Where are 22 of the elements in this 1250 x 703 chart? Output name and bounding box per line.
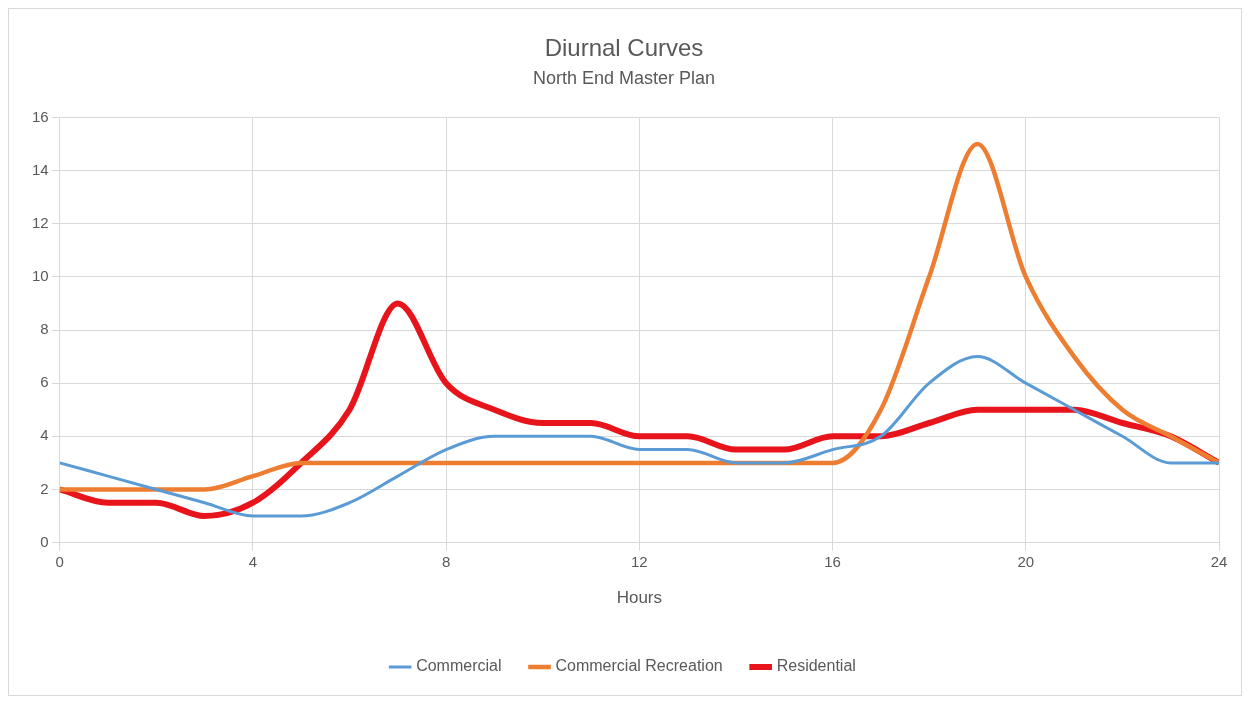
y-tick-label: 14 bbox=[32, 160, 49, 178]
y-tick-label: 12 bbox=[32, 213, 49, 231]
x-tick-label: 20 bbox=[1017, 552, 1035, 570]
x-tick-label: 24 bbox=[1210, 552, 1228, 570]
legend-label: Residential bbox=[776, 657, 856, 675]
x-tick-label: 4 bbox=[248, 552, 258, 570]
x-tick-label: 0 bbox=[55, 552, 64, 570]
y-tick-label: 10 bbox=[32, 266, 49, 284]
x-tick-label: 8 bbox=[441, 552, 451, 570]
x-tick-label: 12 bbox=[631, 552, 648, 570]
chart-subtitle: North End Master Plan bbox=[532, 67, 716, 88]
y-tick-label: 16 bbox=[32, 107, 49, 125]
chart-title: Diurnal Curves bbox=[544, 34, 704, 62]
y-tick-label: 4 bbox=[40, 426, 49, 444]
y-tick-label: 6 bbox=[40, 373, 49, 391]
x-axis-title: Hours bbox=[616, 588, 663, 608]
x-tick-label: 16 bbox=[824, 552, 841, 570]
legend-label: Commercial bbox=[416, 657, 502, 675]
legend-label: Commercial Recreation bbox=[555, 657, 723, 675]
y-tick-label: 2 bbox=[40, 479, 49, 497]
y-tick-label: 0 bbox=[40, 532, 49, 550]
y-tick-label: 8 bbox=[40, 320, 49, 338]
